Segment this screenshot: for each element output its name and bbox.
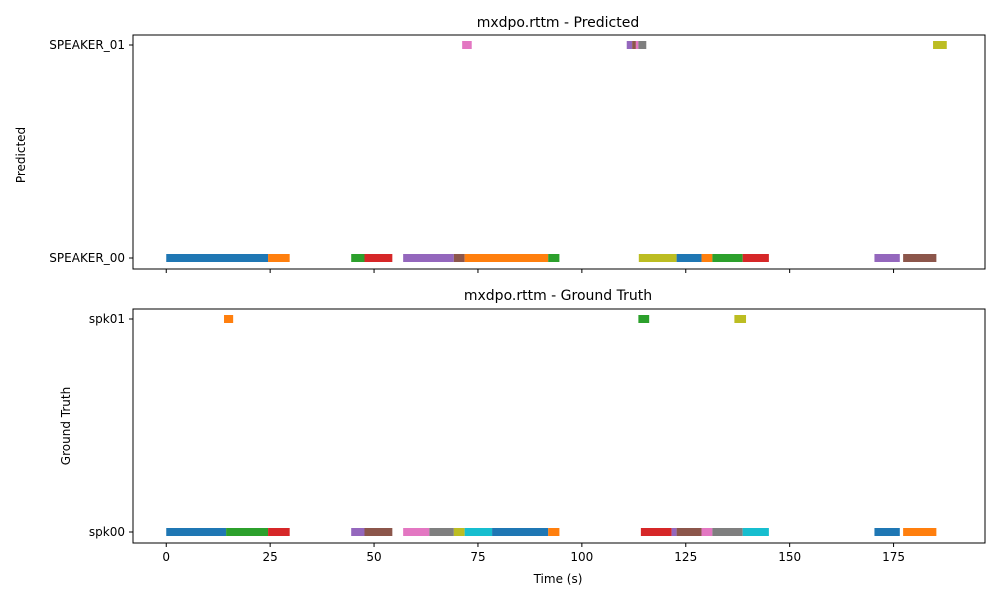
segment-bar — [403, 254, 454, 262]
x-tick-label: 25 — [263, 550, 278, 564]
segment-bar — [701, 528, 713, 536]
segment-bar — [734, 315, 747, 323]
x-tick-label: 100 — [570, 550, 593, 564]
x-tick-label: 0 — [162, 550, 170, 564]
segment-bar — [874, 254, 900, 262]
segment-bar — [492, 528, 549, 536]
segment-bar — [712, 528, 743, 536]
ground-truth-panel: mxdpo.rttm - Ground Truth Ground Truth s… — [59, 288, 986, 586]
x-tick-label: 175 — [882, 550, 905, 564]
segment-bar — [453, 254, 465, 262]
x-tick-label: 50 — [366, 550, 381, 564]
segment-bar — [676, 254, 702, 262]
segment-bar — [166, 528, 227, 536]
segment-bar — [626, 41, 633, 49]
plot-frame — [132, 34, 986, 270]
segment-bar — [464, 254, 549, 262]
segment-bar — [933, 41, 947, 49]
plot-frame — [132, 308, 986, 544]
segment-bar — [548, 254, 560, 262]
segment-bar — [874, 528, 900, 536]
segment-bar — [903, 528, 937, 536]
segment-bar — [742, 254, 769, 262]
segment-bar — [548, 528, 560, 536]
segment-bar — [268, 254, 290, 262]
segment-bar — [166, 254, 269, 262]
segment-bar — [403, 528, 430, 536]
segment-bar — [640, 528, 672, 536]
x-tick-label: 125 — [674, 550, 697, 564]
chart-title: mxdpo.rttm - Predicted — [477, 15, 640, 31]
segment-bar — [638, 315, 650, 323]
segment-bar — [429, 528, 454, 536]
segment-bar — [351, 254, 365, 262]
segment-bar — [701, 254, 713, 262]
segment-bar — [351, 528, 365, 536]
segment-bar — [635, 41, 639, 49]
segment-bar — [742, 528, 769, 536]
segment-bar — [364, 254, 393, 262]
segment-bar — [226, 528, 269, 536]
segment-bar — [638, 254, 677, 262]
segment-bar — [453, 528, 465, 536]
y-tick-label: spk00 — [89, 525, 125, 539]
x-tick-label: 150 — [778, 550, 801, 564]
y-tick-label: SPEAKER_01 — [49, 38, 125, 52]
segment-bar — [712, 254, 743, 262]
x-tick-label: 75 — [470, 550, 485, 564]
y-tick-label: SPEAKER_00 — [49, 251, 125, 265]
segment-bar — [464, 528, 493, 536]
x-axis-label: Time (s) — [533, 572, 583, 586]
segment-bar — [676, 528, 702, 536]
y-axis-label: Ground Truth — [59, 387, 73, 465]
segment-bar — [638, 41, 647, 49]
segment-bar — [364, 528, 393, 536]
segment-bar — [224, 315, 234, 323]
segment-bar — [462, 41, 472, 49]
segment-bar — [903, 254, 937, 262]
segment-bar — [632, 41, 636, 49]
y-tick-label: spk01 — [89, 312, 125, 326]
chart-title: mxdpo.rttm - Ground Truth — [464, 288, 652, 304]
predicted-panel: mxdpo.rttm - Predicted Predicted SPEAKER… — [14, 15, 986, 273]
segment-bar — [671, 528, 677, 536]
segment-bar — [268, 528, 290, 536]
y-axis-label: Predicted — [14, 127, 28, 183]
